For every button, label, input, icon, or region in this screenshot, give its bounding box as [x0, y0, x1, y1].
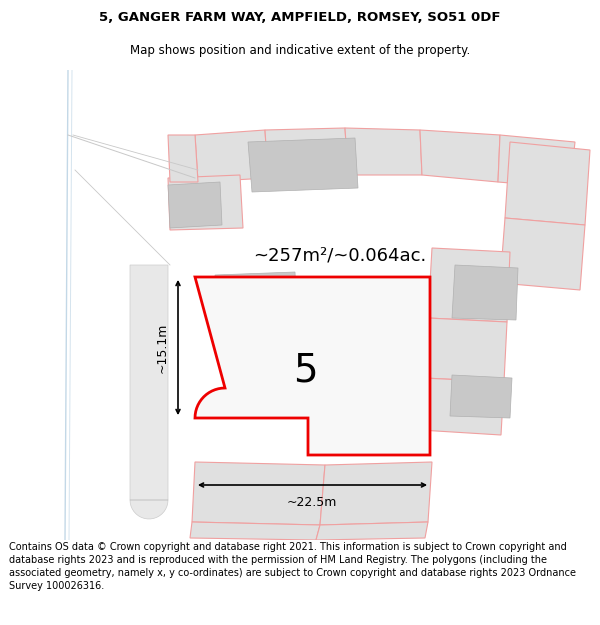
Polygon shape	[130, 265, 168, 519]
Polygon shape	[320, 462, 432, 525]
Polygon shape	[195, 277, 430, 455]
Text: Map shows position and indicative extent of the property.: Map shows position and indicative extent…	[130, 44, 470, 57]
Polygon shape	[168, 135, 198, 182]
Polygon shape	[195, 130, 268, 182]
Polygon shape	[168, 175, 243, 230]
Polygon shape	[420, 378, 504, 435]
Text: Contains OS data © Crown copyright and database right 2021. This information is : Contains OS data © Crown copyright and d…	[9, 542, 576, 591]
Polygon shape	[452, 265, 518, 320]
Polygon shape	[265, 128, 348, 178]
Text: 5, GANGER FARM WAY, AMPFIELD, ROMSEY, SO51 0DF: 5, GANGER FARM WAY, AMPFIELD, ROMSEY, SO…	[99, 11, 501, 24]
Polygon shape	[316, 522, 428, 540]
Polygon shape	[345, 128, 422, 175]
Polygon shape	[248, 138, 358, 192]
Polygon shape	[190, 522, 320, 540]
Text: ~22.5m: ~22.5m	[287, 496, 337, 509]
Polygon shape	[168, 182, 222, 228]
Polygon shape	[424, 318, 507, 382]
Polygon shape	[450, 375, 512, 418]
Polygon shape	[420, 130, 500, 182]
Text: 5: 5	[293, 351, 317, 389]
Polygon shape	[192, 462, 325, 525]
Polygon shape	[215, 272, 298, 342]
Polygon shape	[505, 142, 590, 225]
Polygon shape	[500, 218, 585, 290]
Text: ~15.1m: ~15.1m	[155, 322, 169, 373]
Polygon shape	[305, 288, 362, 340]
Polygon shape	[498, 135, 575, 188]
Text: ~257m²/~0.064ac.: ~257m²/~0.064ac.	[253, 246, 427, 264]
Polygon shape	[428, 248, 510, 322]
